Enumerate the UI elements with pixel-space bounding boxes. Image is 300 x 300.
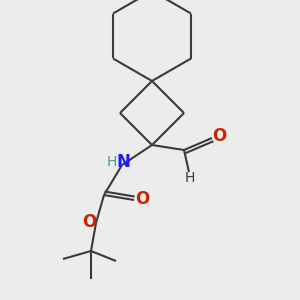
Text: H: H [185,171,195,185]
Text: N: N [116,153,130,171]
Text: O: O [212,127,226,145]
Text: O: O [135,190,149,208]
Text: H: H [107,155,117,169]
Text: O: O [82,213,96,231]
